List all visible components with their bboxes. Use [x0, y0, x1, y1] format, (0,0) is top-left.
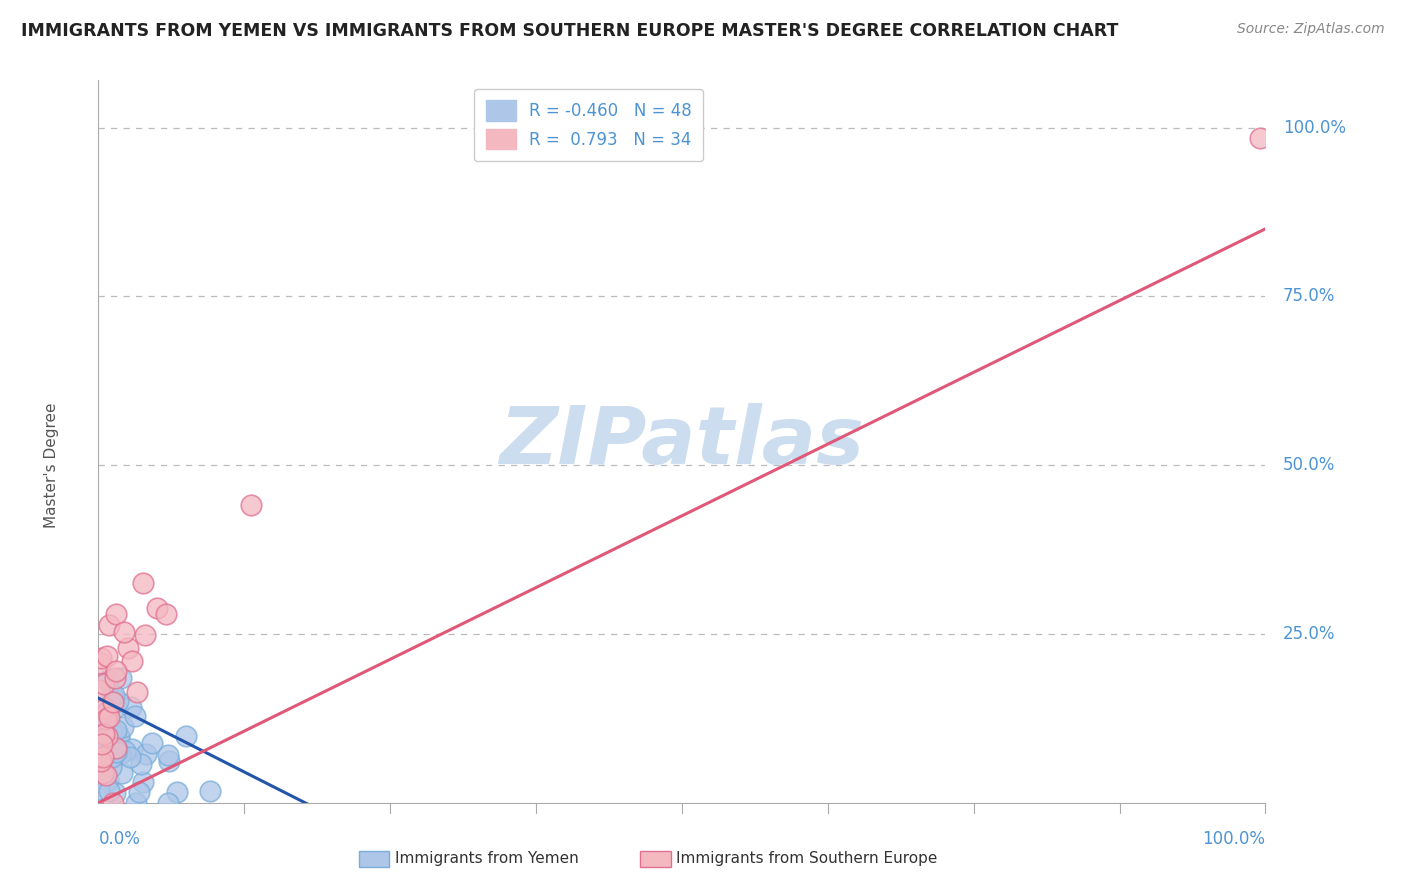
Point: [89, 781, 111, 796]
Point: [131, 775, 153, 789]
Point: [98, 784, 121, 798]
Point: [108, 747, 131, 761]
Point: [98, 710, 121, 724]
Point: [105, 744, 128, 758]
Point: [198, 784, 221, 798]
Point: [105, 741, 128, 756]
Point: [101, 737, 124, 751]
Point: [89, 683, 111, 698]
Point: [100, 760, 122, 774]
Point: [125, 796, 148, 810]
Text: Immigrants from Yemen: Immigrants from Yemen: [395, 852, 579, 866]
Point: [90, 708, 112, 723]
Point: [121, 742, 143, 756]
Point: [110, 765, 132, 780]
Point: [94, 725, 117, 739]
Text: Master's Degree: Master's Degree: [44, 402, 59, 528]
Point: [239, 498, 262, 512]
Point: [156, 748, 179, 763]
Point: [105, 607, 128, 621]
Point: [104, 786, 127, 800]
Point: [105, 742, 128, 756]
Point: [93, 677, 115, 691]
Point: [90, 741, 112, 756]
Point: [96, 649, 118, 664]
Point: [121, 654, 143, 668]
Point: [104, 699, 127, 714]
Point: [1249, 130, 1271, 145]
Point: [131, 576, 153, 591]
Point: [100, 723, 122, 737]
Text: 75.0%: 75.0%: [1282, 287, 1336, 305]
Text: ZIPatlas: ZIPatlas: [499, 402, 865, 481]
Text: 100.0%: 100.0%: [1202, 830, 1265, 847]
Point: [90, 651, 112, 665]
Point: [104, 671, 127, 685]
Point: [97, 703, 120, 717]
Point: [107, 693, 129, 707]
Point: [157, 796, 180, 810]
Point: [97, 618, 120, 632]
Point: [125, 685, 148, 699]
Text: Immigrants from Southern Europe: Immigrants from Southern Europe: [676, 852, 938, 866]
Point: [105, 723, 128, 737]
Point: [141, 736, 163, 750]
Point: [112, 720, 135, 734]
Point: [91, 758, 114, 772]
Point: [94, 712, 117, 726]
Point: [97, 773, 120, 788]
Point: [117, 641, 139, 656]
Point: [166, 785, 188, 799]
Point: [103, 688, 125, 702]
Point: [114, 744, 136, 758]
Point: [93, 727, 115, 741]
Point: [89, 657, 111, 671]
Legend: R = -0.460   N = 48, R =  0.793   N = 34: R = -0.460 N = 48, R = 0.793 N = 34: [474, 88, 703, 161]
Point: [107, 729, 129, 743]
Point: [145, 601, 167, 615]
Point: [135, 747, 157, 761]
Text: 0.0%: 0.0%: [98, 830, 141, 847]
Point: [89, 754, 111, 768]
Point: [103, 695, 125, 709]
Point: [94, 731, 117, 746]
Point: [94, 740, 117, 755]
Point: [91, 737, 114, 751]
Point: [101, 796, 124, 810]
Point: [134, 628, 156, 642]
Point: [118, 750, 141, 764]
Point: [105, 665, 128, 679]
Point: [157, 754, 180, 768]
Point: [91, 750, 114, 764]
Point: [174, 729, 197, 743]
Point: [96, 705, 118, 719]
Point: [105, 745, 128, 759]
Text: 50.0%: 50.0%: [1282, 456, 1336, 475]
Point: [96, 673, 118, 687]
Point: [94, 701, 117, 715]
Point: [89, 734, 111, 748]
Point: [124, 709, 146, 723]
Point: [112, 625, 135, 640]
Point: [94, 768, 117, 782]
Point: [101, 750, 124, 764]
Point: [107, 730, 129, 744]
Point: [110, 671, 132, 685]
Point: [101, 688, 124, 702]
Text: 100.0%: 100.0%: [1282, 119, 1346, 136]
Point: [96, 729, 118, 743]
Point: [129, 757, 152, 772]
Point: [128, 785, 150, 799]
Point: [91, 766, 114, 780]
Text: Source: ZipAtlas.com: Source: ZipAtlas.com: [1237, 22, 1385, 37]
Point: [90, 754, 112, 768]
Text: 25.0%: 25.0%: [1282, 625, 1336, 643]
Point: [120, 699, 142, 714]
Point: [155, 607, 177, 622]
Text: IMMIGRANTS FROM YEMEN VS IMMIGRANTS FROM SOUTHERN EUROPE MASTER'S DEGREE CORRELA: IMMIGRANTS FROM YEMEN VS IMMIGRANTS FROM…: [21, 22, 1118, 40]
